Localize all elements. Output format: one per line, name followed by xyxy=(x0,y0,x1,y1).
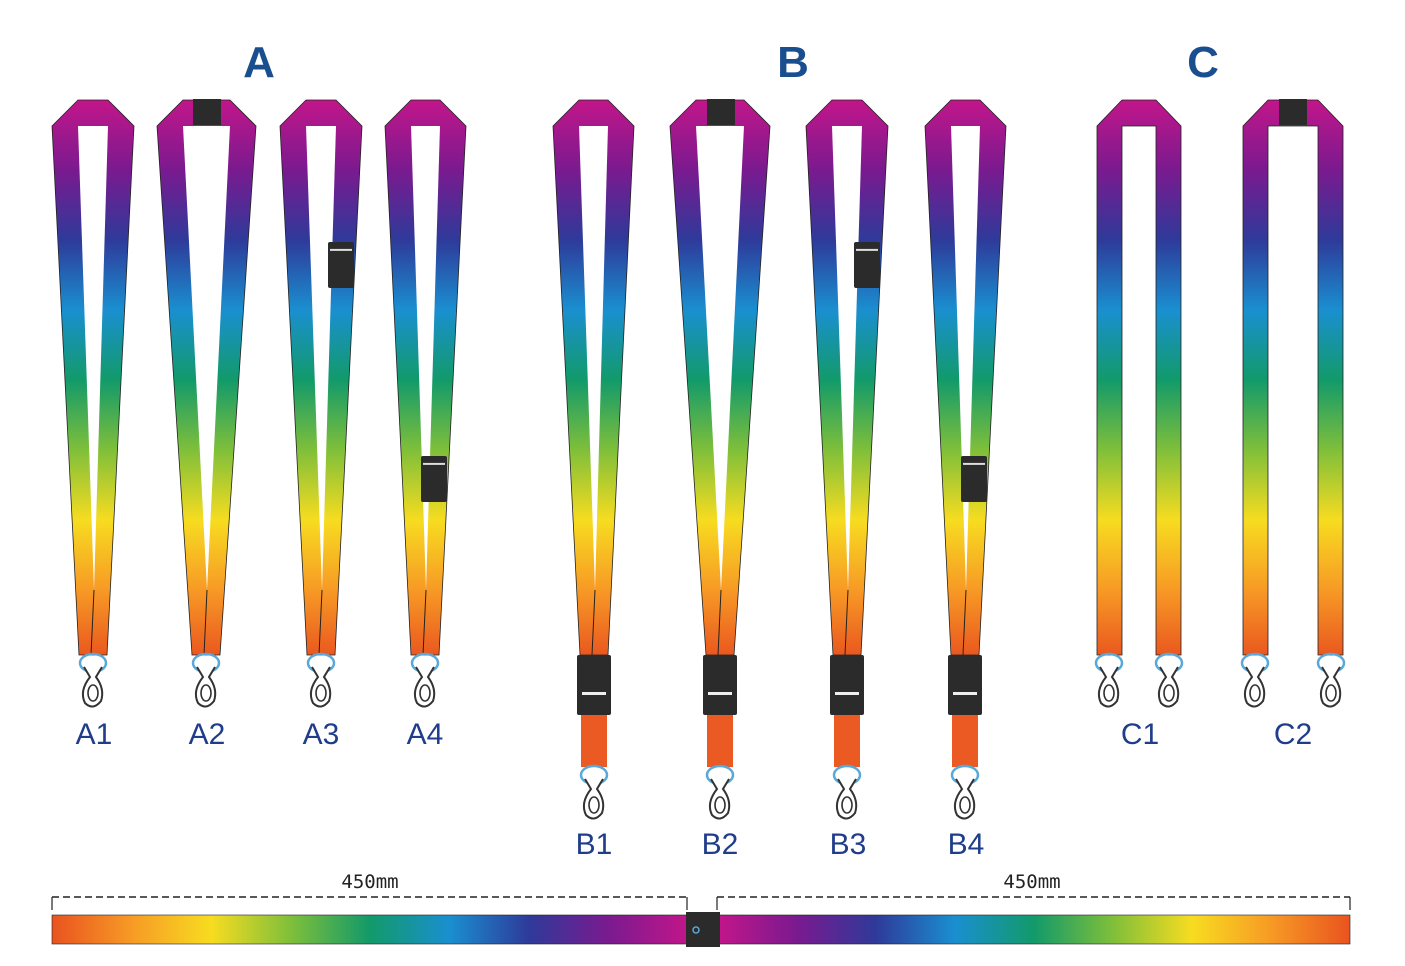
lanyard-a4-strap-gap xyxy=(411,126,440,590)
lanyard-b4-strap-overlap xyxy=(962,589,967,656)
lanyard-b3-buckle-line xyxy=(856,248,878,251)
lanyard-a4-hook-gate xyxy=(419,684,431,702)
label-b2: B2 xyxy=(702,828,739,861)
lanyard-b4-lower-strap xyxy=(952,715,978,767)
lanyard-b4-buckle xyxy=(961,456,987,502)
lanyard-c2-top-clip xyxy=(1279,99,1307,125)
lanyard-c2-left-hook-gate xyxy=(1249,684,1261,702)
lanyard-b3-strap-overlap xyxy=(844,589,849,656)
lanyard-a2-strap-gap xyxy=(183,126,230,590)
label-c1: C1 xyxy=(1121,718,1159,751)
lanyard-b2-top-clip xyxy=(707,99,735,125)
lanyard-b4-breakaway-buckle xyxy=(948,655,982,715)
lanyard-c1-strap xyxy=(1096,99,1182,656)
lanyard-c2-right-hook-gate xyxy=(1325,684,1337,702)
label-b4: B4 xyxy=(948,828,985,861)
lanyard-b4-strap-gap xyxy=(951,126,980,590)
lanyard-b3-breakaway-buckle xyxy=(830,655,864,715)
lanyard-c1-right-hook-gate xyxy=(1163,684,1175,702)
lanyard-a4-buckle xyxy=(421,456,447,502)
lanyard-a2-top-clip xyxy=(193,99,221,125)
lanyard-b2-strap-overlap xyxy=(717,589,722,656)
lanyard-b1-lower-strap xyxy=(581,715,607,767)
lanyard-b2-lower-strap xyxy=(707,715,733,767)
label-a4: A4 xyxy=(407,718,444,751)
label-a3: A3 xyxy=(303,718,340,751)
connector-ring-icon xyxy=(692,926,700,934)
label-a2: A2 xyxy=(189,718,226,751)
lanyard-a3-buckle-line xyxy=(330,248,352,251)
lanyard-b4-buckle-line xyxy=(963,462,985,465)
label-a1: A1 xyxy=(76,718,113,751)
lanyard-a4-strap-overlap xyxy=(422,589,427,656)
dimension-label-right: 450mm xyxy=(1003,871,1060,893)
lanyard-a3-strap-gap xyxy=(306,126,336,590)
lanyard-b3-buckle xyxy=(854,242,880,288)
lanyard-b3-lower-strap xyxy=(834,715,860,767)
lanyard-a1-strap-overlap xyxy=(90,589,95,656)
lanyard-a3-buckle xyxy=(328,242,354,288)
lanyard-b1-strap-overlap xyxy=(591,589,596,656)
group-heading-a: A xyxy=(243,38,275,87)
label-c2: C2 xyxy=(1274,718,1312,751)
lanyard-a1-hook-gate xyxy=(87,684,99,702)
lanyard-a3-hook-gate xyxy=(315,684,327,702)
lanyard-b2-breakaway-buckle xyxy=(703,655,737,715)
flat-strap-left xyxy=(51,914,689,945)
lanyard-b2-strap-gap xyxy=(696,126,744,590)
lanyard-b3-hook-gate xyxy=(841,796,853,814)
lanyard-b3-strap-gap xyxy=(832,126,862,590)
group-heading-b: B xyxy=(777,38,809,87)
lanyard-c2-strap xyxy=(1242,99,1344,656)
lanyard-b3-breakaway-line xyxy=(835,692,859,695)
lanyard-c1-left-hook-gate xyxy=(1103,684,1115,702)
lanyard-a1-strap-gap xyxy=(78,126,108,590)
flat-strap-right xyxy=(717,914,1351,945)
label-b1: B1 xyxy=(576,828,613,861)
lanyard-b4-hook-gate xyxy=(959,796,971,814)
lanyard-b2-breakaway-line xyxy=(708,692,732,695)
lanyard-b1-breakaway-line xyxy=(582,692,606,695)
lanyard-b1-breakaway-buckle xyxy=(577,655,611,715)
lanyard-a3-strap-overlap xyxy=(318,589,323,656)
lanyard-b4-breakaway-line xyxy=(953,692,977,695)
lanyard-b1-hook-gate xyxy=(588,796,600,814)
lanyard-a4-buckle-line xyxy=(423,462,445,465)
dimension-label-left: 450mm xyxy=(341,871,398,893)
group-heading-c: C xyxy=(1187,38,1219,87)
lanyard-b1-strap-gap xyxy=(579,126,608,590)
lanyard-b2-hook-gate xyxy=(714,796,726,814)
flat-strap-connector xyxy=(686,912,720,947)
label-b3: B3 xyxy=(830,828,867,861)
lanyard-a2-strap-overlap xyxy=(203,589,208,656)
lanyard-a2-hook-gate xyxy=(200,684,212,702)
